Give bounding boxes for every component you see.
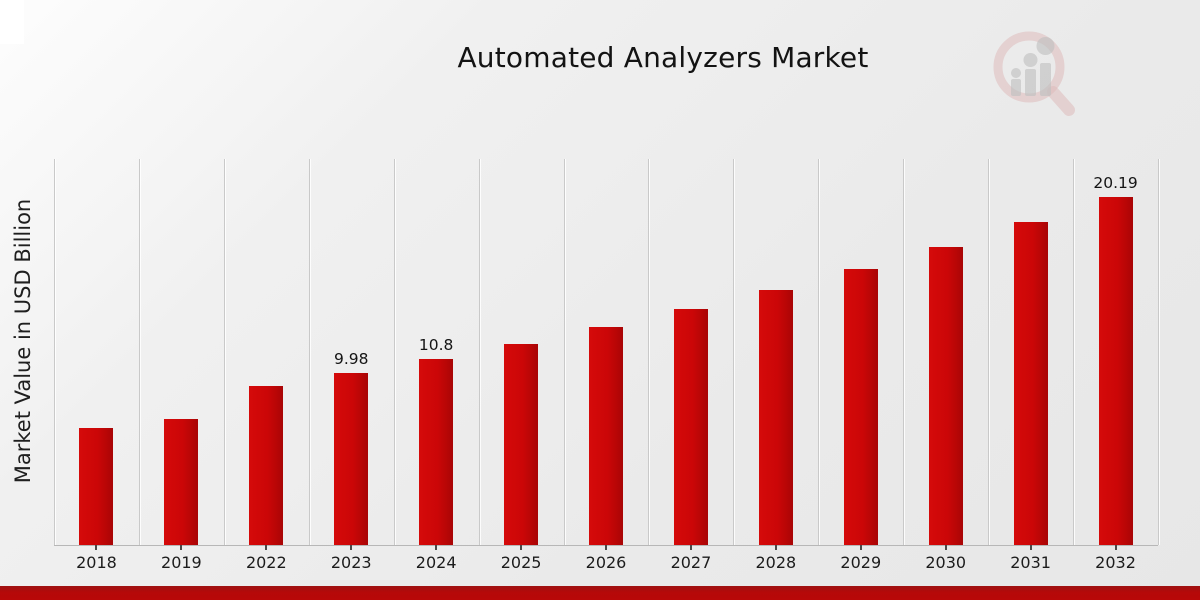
x-axis-tick [180, 545, 183, 550]
x-axis-tick [605, 545, 607, 550]
x-axis-tick [265, 545, 268, 550]
magnifier-bar-chart-watermark-icon [990, 26, 1090, 120]
y-axis-label: Market Value in USD Billion [11, 198, 35, 484]
bar-2032 [1098, 197, 1133, 545]
x-axis-tick [350, 545, 353, 550]
x-axis-label-2018: 2018 [76, 553, 117, 572]
category-gridline [308, 159, 310, 545]
category-gridline [903, 159, 905, 545]
x-axis-tick [1029, 545, 1032, 550]
category-gridline [733, 159, 735, 545]
x-axis-label-2028: 2028 [755, 553, 797, 572]
category-gridline [1158, 159, 1159, 545]
x-axis-label-2023: 2023 [330, 553, 372, 572]
bar-2023 [334, 373, 369, 545]
category-gridline [1073, 159, 1075, 545]
bar-value-label-2024: 10.8 [418, 335, 454, 354]
x-axis-tick [435, 545, 438, 550]
category-gridline [223, 159, 225, 545]
category-gridline [478, 159, 480, 545]
x-axis-label-2030: 2030 [925, 553, 967, 572]
x-axis-label-2031: 2031 [1010, 553, 1051, 572]
bar-2030 [928, 246, 963, 545]
corner-artifact [0, 0, 24, 44]
x-axis-tick [944, 545, 947, 550]
x-axis-tick [689, 545, 692, 550]
x-axis-label-2029: 2029 [840, 553, 882, 572]
x-axis-label-2027: 2027 [670, 553, 712, 572]
x-axis-tick [95, 545, 98, 550]
category-gridline [988, 159, 990, 545]
bar-value-label-2032: 20.19 [1093, 174, 1138, 193]
x-axis-label-2025: 2025 [500, 553, 542, 572]
footer-accent-band [0, 586, 1200, 600]
x-axis-label-2032: 2032 [1095, 553, 1136, 572]
x-axis-label-2022: 2022 [245, 553, 287, 572]
bar-2025 [504, 343, 539, 545]
bar-2018 [79, 427, 114, 545]
x-axis-tick [859, 545, 862, 550]
x-axis-tick [520, 545, 523, 550]
x-axis-tick [774, 545, 777, 550]
x-axis-tick [1114, 545, 1117, 550]
bar-2022 [249, 386, 284, 545]
x-axis-label-2024: 2024 [415, 553, 457, 572]
category-gridline [563, 159, 565, 545]
plot-area: 2018 2019 2022 9.98 2023 10.8 2024 2025 2026 2027… [54, 159, 1159, 572]
category-gridline [54, 159, 55, 545]
category-gridline [138, 159, 140, 545]
bar-2027 [673, 309, 708, 545]
bar-2026 [589, 327, 623, 545]
category-gridline [393, 159, 395, 545]
bar-value-label-2023: 9.98 [333, 350, 369, 369]
bar-2028 [758, 290, 793, 545]
bar-2024 [419, 358, 454, 545]
x-axis-label-2019: 2019 [161, 553, 202, 572]
bar-2029 [843, 269, 878, 545]
bar-2031 [1013, 222, 1048, 545]
bar-2019 [164, 419, 199, 545]
category-gridline [648, 159, 650, 545]
x-axis-label-2026: 2026 [585, 553, 627, 572]
category-gridline [818, 159, 820, 545]
chart-title: Automated Analyzers Market [457, 41, 869, 74]
